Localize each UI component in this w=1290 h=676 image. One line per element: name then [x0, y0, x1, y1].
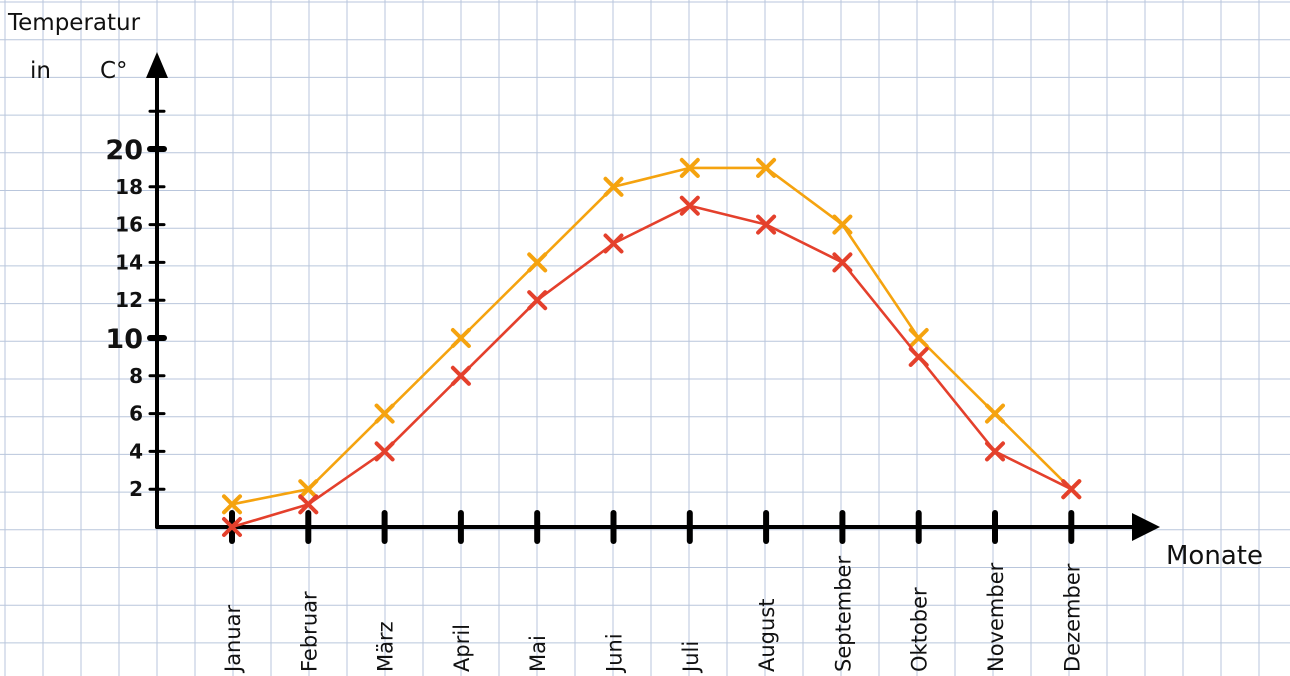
x-tick-label: Mai [526, 635, 550, 672]
y-tick-label: 16 [115, 213, 143, 237]
marker-stroke [527, 290, 548, 311]
series-line [231, 166, 1073, 506]
marker-stroke [374, 403, 395, 424]
axes: 2 4 6 8 10 12 14 16 18 20 Januar Februar März April Ma… [105, 52, 1160, 674]
x-tick-label: Oktober [908, 587, 932, 672]
data-point-marker [603, 233, 624, 254]
marker-stroke [908, 328, 929, 348]
data-point-marker [298, 479, 319, 500]
data-point-marker [222, 517, 242, 537]
x-axis-title: Monate [1166, 541, 1263, 571]
y-tick-label: 20 [105, 135, 143, 166]
data-point-marker [374, 441, 395, 462]
marker-stroke [603, 233, 624, 254]
marker-stroke [298, 479, 319, 500]
marker-stroke [603, 176, 624, 197]
marker-stroke [374, 441, 395, 462]
y-axis-title-line1: Temperatur [7, 10, 141, 36]
data-point-marker [450, 328, 471, 348]
x-tick-label: Dezember [1060, 563, 1084, 672]
x-axis-arrowhead [1132, 513, 1160, 541]
marker-stroke [679, 157, 700, 178]
data-point-marker [832, 252, 853, 273]
data-point-marker [298, 494, 319, 515]
y-axis-title-line2: in [30, 58, 51, 84]
marker-stroke [756, 157, 777, 178]
data-point-marker [985, 441, 1005, 462]
marker-stroke [832, 252, 853, 273]
data-point-marker [222, 494, 242, 515]
marker-stroke [756, 214, 777, 235]
y-tick-label: 2 [129, 477, 143, 501]
marker-stroke [527, 252, 548, 273]
marker-stroke [832, 214, 853, 235]
data-point-marker [527, 252, 548, 273]
y-tick-label: 14 [115, 250, 143, 274]
y-tick-label: 12 [115, 288, 143, 312]
marker-stroke [1061, 479, 1082, 500]
x-tick-label: Juli [679, 641, 703, 674]
data-point-marker [985, 403, 1005, 424]
y-tick-label: 4 [129, 439, 143, 463]
y-tick-label: 18 [115, 175, 143, 199]
labels: Temperatur in C° Monate [7, 10, 1263, 571]
data-point-marker [374, 403, 395, 424]
data-point-marker [756, 214, 777, 235]
x-tick-label: August [755, 599, 779, 673]
y-tick-label: 8 [129, 364, 143, 388]
marker-stroke [985, 441, 1005, 462]
x-tick-label: Februar [297, 591, 321, 672]
marker-stroke [298, 494, 319, 515]
data-point-marker [450, 365, 471, 386]
x-tick-label: April [450, 624, 474, 672]
y-tick-label: 10 [105, 324, 143, 355]
marker-stroke [222, 517, 242, 537]
y-axis-arrowhead [146, 52, 168, 78]
data-point-marker [679, 157, 700, 178]
y-tick-label: 6 [129, 402, 143, 426]
data-point-marker [832, 214, 853, 235]
x-tick-label: März [374, 621, 398, 672]
y-axis-unit: C° [100, 58, 128, 84]
marker-stroke [450, 365, 471, 386]
x-tick-label: Juni [603, 633, 627, 674]
data-point-marker [679, 195, 700, 216]
data-point-marker [908, 328, 929, 348]
series-layer [222, 157, 1082, 537]
marker-stroke [450, 328, 471, 348]
x-tick-label: Januar [221, 604, 245, 674]
marker-stroke [222, 494, 242, 515]
x-tick-label: November [984, 562, 1008, 672]
series-line [231, 204, 1072, 529]
data-point-marker [527, 290, 548, 311]
marker-stroke [985, 403, 1005, 424]
marker-stroke [679, 195, 700, 216]
marker-stroke [908, 346, 929, 367]
data-point-marker [908, 346, 929, 367]
data-point-marker [1061, 479, 1082, 500]
x-tick-label: September [831, 556, 855, 672]
data-point-marker [603, 176, 624, 197]
data-point-marker [756, 157, 777, 178]
